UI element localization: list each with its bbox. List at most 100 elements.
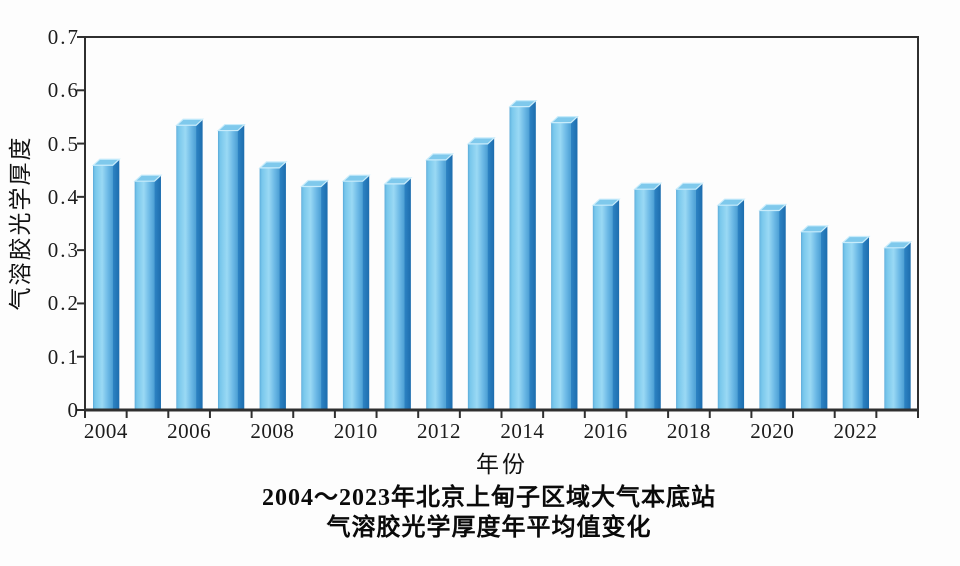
bar-top-face: [799, 225, 829, 233]
bar-2015: [549, 115, 580, 411]
x-tick-label: 2010: [333, 419, 378, 443]
bar-top-face: [466, 137, 496, 145]
bar-top-face: [508, 100, 538, 108]
bar-front-face: [134, 180, 155, 411]
bar-front-face: [842, 242, 863, 411]
x-tick-label: 2018: [666, 419, 711, 443]
bar-side-face: [196, 119, 203, 410]
y-tick-label: 0.1: [47, 344, 80, 369]
bar-side-face: [321, 180, 328, 410]
x-tick-label: 2014: [500, 419, 545, 443]
bar-top-face: [91, 158, 121, 166]
x-tick-label: 2006: [167, 419, 212, 443]
bar-side-face: [404, 177, 411, 410]
bar-top-face: [175, 118, 205, 126]
bar-top-face: [841, 235, 871, 244]
bar-top-face: [674, 182, 704, 190]
bar-2019: [716, 198, 746, 411]
y-tick-label: 0.2: [47, 291, 80, 316]
bar-2020: [758, 203, 788, 411]
bar-side-face: [529, 100, 536, 410]
bar-front-face: [759, 210, 780, 411]
bar-side-face: [654, 183, 661, 410]
bar-side-face: [362, 175, 370, 410]
bar-side-face: [446, 153, 453, 410]
bar-top-face: [758, 203, 788, 212]
bar-top-face: [383, 177, 413, 185]
y-axis-title: 气溶胶光学厚度: [8, 135, 33, 311]
bar-front-face: [217, 130, 239, 411]
bar-top-face: [716, 198, 746, 206]
y-tick-label: 0.6: [47, 78, 80, 103]
bar-front-face: [717, 204, 738, 411]
x-tick-label: 2022: [833, 419, 878, 443]
x-tick-label: 2004: [83, 419, 128, 443]
y-tick-label: 0: [67, 398, 80, 422]
bar-front-face: [301, 186, 322, 411]
bar-side-face: [612, 199, 620, 410]
bar-2013: [466, 137, 496, 411]
bar-top-face: [549, 115, 580, 124]
y-tick-label: 0.5: [47, 131, 80, 156]
bar-top-face: [133, 174, 163, 182]
bar-side-face: [154, 175, 161, 410]
bar-front-face: [509, 106, 530, 411]
x-tick-label: 2020: [750, 419, 795, 443]
bar-side-face: [487, 137, 495, 410]
bar-2014: [508, 100, 538, 411]
bar-side-face: [279, 161, 286, 410]
bar-front-face: [592, 204, 613, 411]
bar-2012: [424, 153, 455, 411]
bar-2022: [841, 235, 871, 411]
bar-side-face: [112, 159, 120, 410]
bar-2016: [591, 198, 621, 411]
bar-side-face: [570, 116, 578, 410]
bar-side-face: [862, 236, 870, 410]
bar-front-face: [676, 188, 697, 411]
bar-side-face: [695, 183, 703, 410]
bar-front-face: [176, 124, 197, 411]
bar-top-face: [591, 198, 621, 206]
bar-2006: [175, 118, 205, 411]
x-tick-label: 2016: [583, 419, 628, 443]
y-tick-label: 0.4: [47, 184, 80, 209]
bar-top-face: [216, 123, 246, 132]
bar-side-face: [779, 204, 786, 410]
y-tick-label: 0.3: [47, 238, 80, 263]
bar-2023: [883, 241, 913, 411]
chart-title-line1: 2004～2023年北京上甸子区域大气本底站: [262, 485, 716, 511]
bar-front-face: [884, 247, 905, 411]
bar-side-face: [820, 225, 828, 410]
bar-2005: [133, 174, 163, 411]
bar-2010: [341, 174, 371, 411]
chart-title-line2: 气溶胶光学厚度年平均值变化: [326, 515, 652, 541]
y-tick-label: 0.7: [47, 25, 80, 49]
bar-front-face: [467, 143, 488, 411]
x-tick-label: 2008: [250, 419, 295, 443]
x-axis-title: 年份: [476, 452, 528, 477]
x-tick-label: 2012: [417, 419, 462, 443]
bar-2017: [633, 182, 663, 411]
bar-front-face: [384, 183, 405, 411]
bar-top-face: [883, 241, 913, 249]
bar-side-face: [737, 199, 745, 410]
bar-2021: [799, 225, 829, 411]
bar-front-face: [342, 180, 364, 411]
bar-top-face: [633, 182, 663, 190]
bar-2008: [258, 161, 288, 411]
bar-front-face: [93, 164, 114, 411]
bar-2007: [216, 123, 246, 411]
bar-front-face: [634, 188, 655, 411]
bar-top-face: [258, 161, 288, 169]
bar-front-face: [801, 231, 822, 411]
bar-side-face: [904, 241, 911, 410]
bar-top-face: [341, 174, 371, 182]
bar-2009: [300, 179, 330, 411]
bar-top-face: [424, 153, 455, 161]
bar-side-face: [237, 124, 245, 410]
bar-top-face: [300, 179, 330, 188]
bar-front-face: [551, 122, 572, 411]
plot-border: [84, 36, 919, 411]
